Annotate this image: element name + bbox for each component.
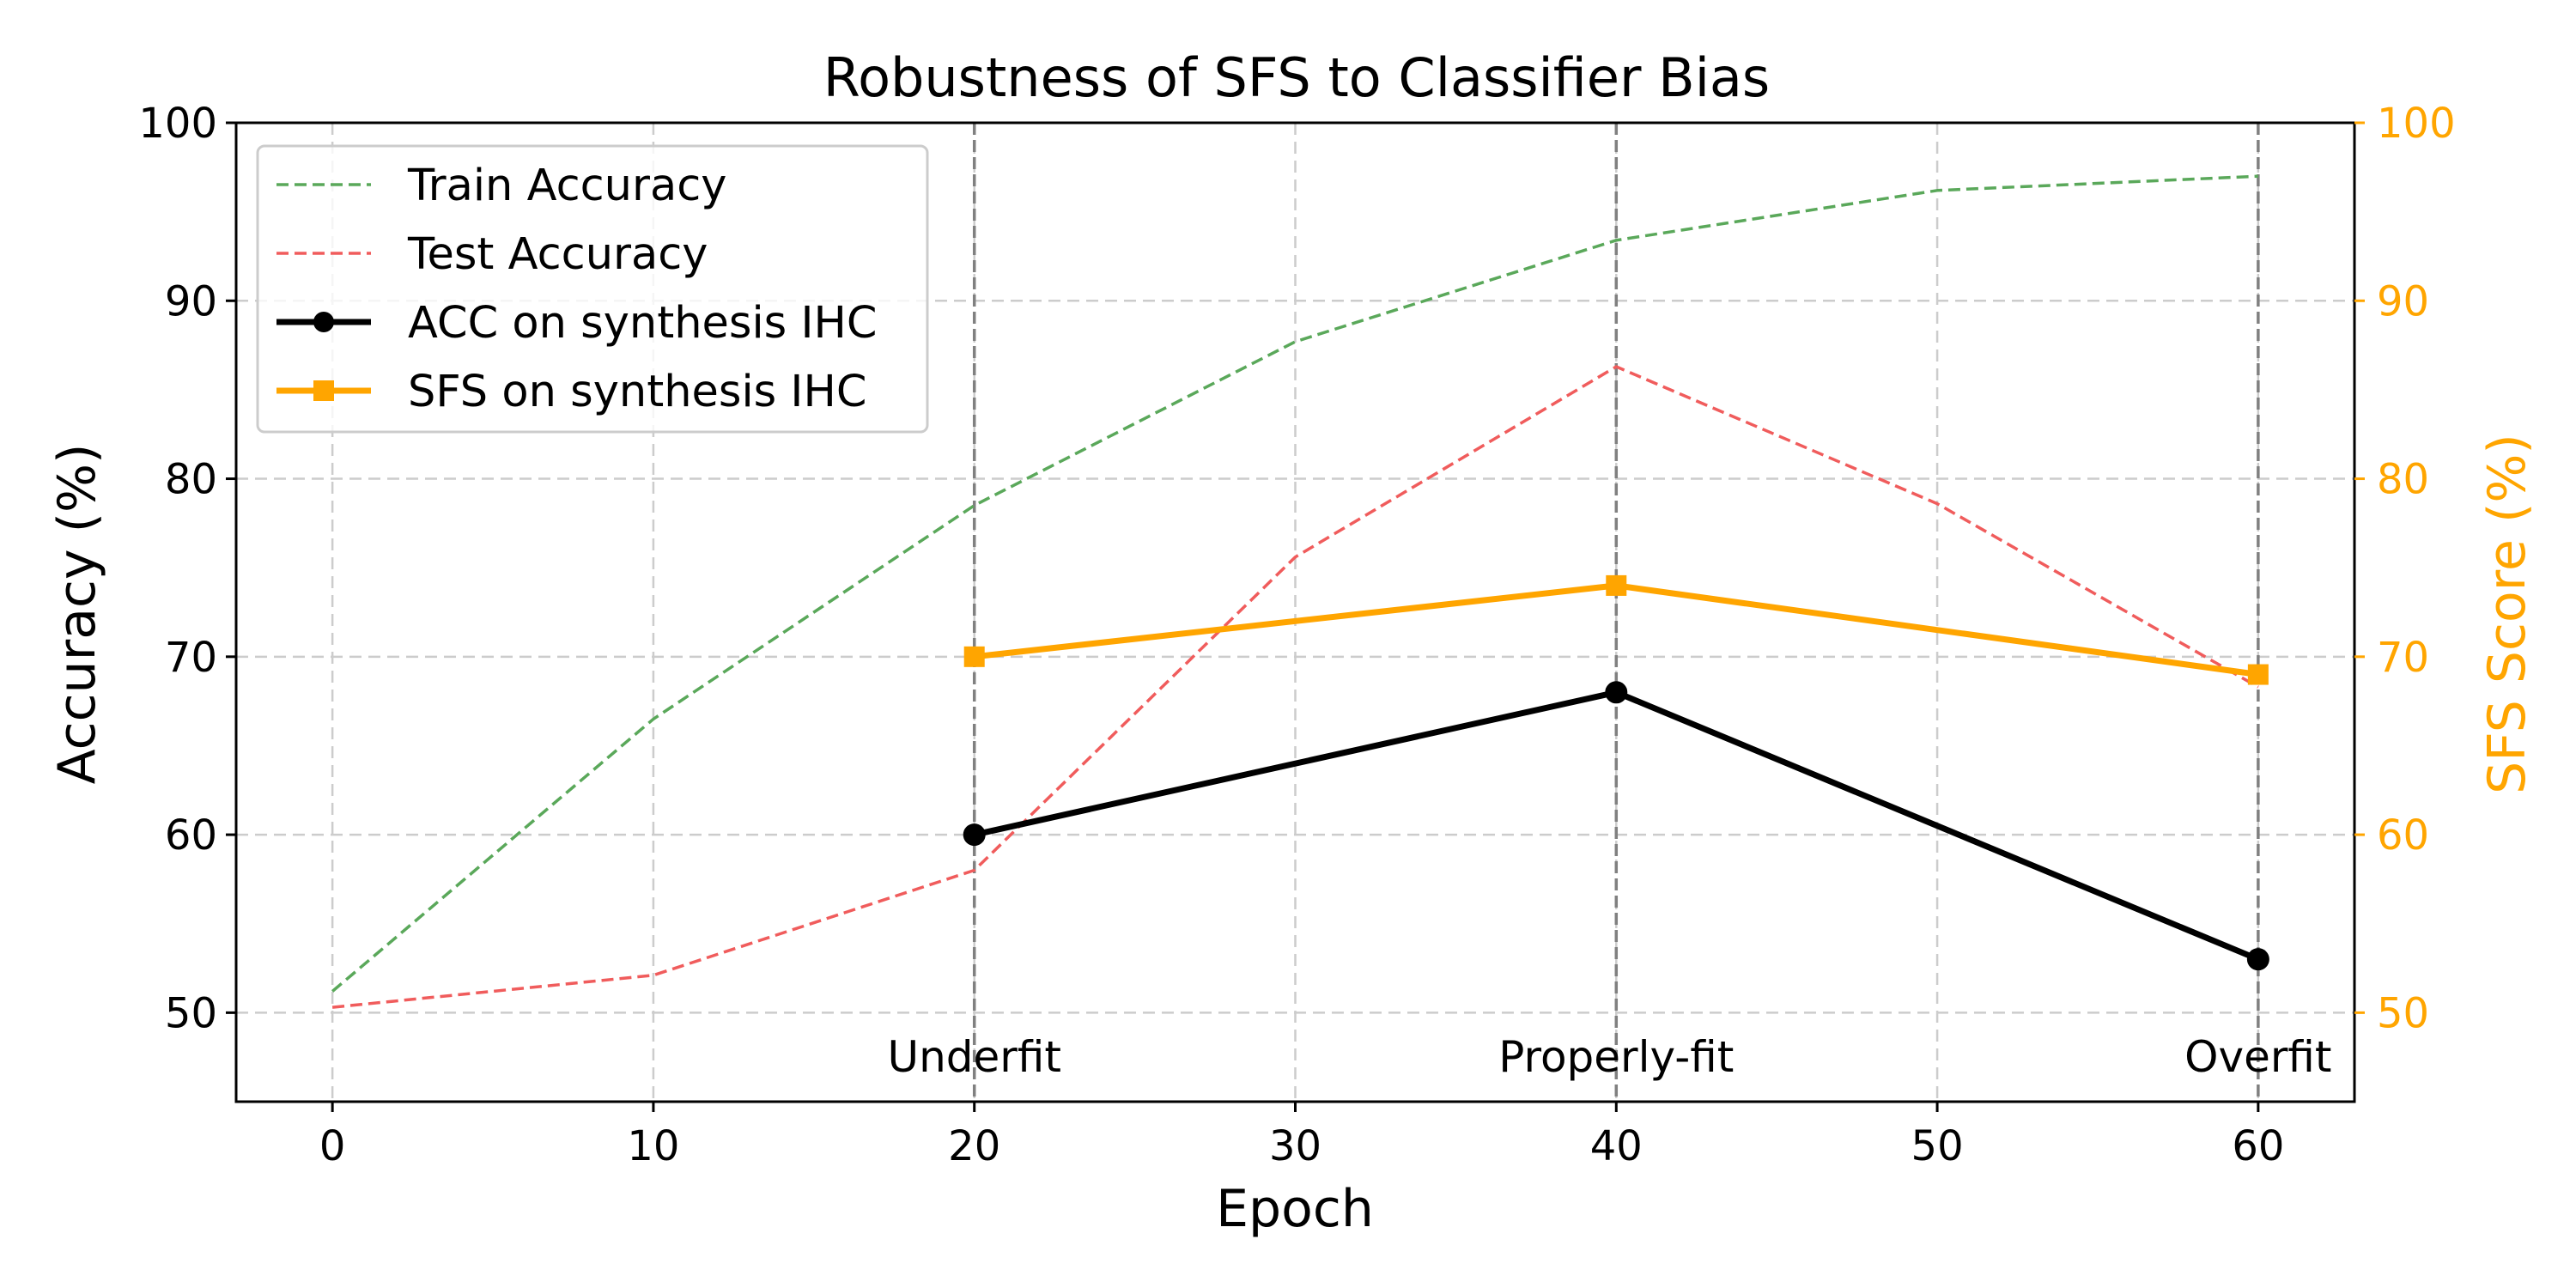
legend-label-acc: ACC on synthesis IHC bbox=[408, 298, 877, 349]
legend: Train Accuracy Test Accuracy ACC on synthe… bbox=[256, 144, 929, 434]
y2-tick-label: 90 bbox=[2377, 277, 2429, 325]
x-tick-label: 30 bbox=[1269, 1122, 1321, 1170]
x-tick-label: 20 bbox=[948, 1122, 1000, 1170]
y2-tick-label: 60 bbox=[2377, 811, 2429, 860]
annotation-label: Underfit bbox=[887, 1032, 1060, 1082]
axes-layer: 0 10 20 30 40 50 60 50 60 70 80 90 100 50 60 70 80 90 100 bbox=[138, 100, 2455, 1170]
y2-tick-label: 100 bbox=[2377, 100, 2456, 148]
vline-layer bbox=[972, 123, 2260, 1102]
y-tick-label: 100 bbox=[138, 100, 217, 148]
data-point-acc bbox=[2246, 948, 2269, 971]
data-point-sfs bbox=[963, 646, 985, 667]
y-tick-label: 70 bbox=[165, 634, 217, 682]
x-tick-label: 60 bbox=[2232, 1122, 2284, 1170]
x-tick-label: 10 bbox=[627, 1122, 679, 1170]
y-tick-label: 80 bbox=[165, 456, 217, 504]
annotation-layer: Underfit Properly-fit Overfit bbox=[887, 1032, 2331, 1082]
legend-label-sfs: SFS on synthesis IHC bbox=[408, 367, 866, 417]
x-tick-label: 40 bbox=[1590, 1122, 1643, 1170]
y-tick-label: 90 bbox=[165, 277, 217, 325]
data-point-sfs bbox=[2247, 664, 2269, 685]
data-point-sfs bbox=[1606, 574, 1627, 596]
annotation-label: Properly-fit bbox=[1498, 1032, 1734, 1082]
series-layer bbox=[331, 174, 2269, 1009]
y-tick-label: 60 bbox=[165, 811, 217, 860]
annotation-label: Overfit bbox=[2184, 1032, 2331, 1082]
y2-axis-title: SFS Score (%) bbox=[2477, 434, 2537, 794]
y-tick-label: 50 bbox=[165, 989, 217, 1037]
y-axis-title: Accuracy (%) bbox=[47, 444, 107, 785]
series-line-train bbox=[331, 174, 2258, 993]
y2-tick-label: 70 bbox=[2377, 634, 2429, 682]
legend-marker-sfs bbox=[313, 380, 334, 401]
series-line-test bbox=[331, 365, 2259, 1009]
legend-label-train: Train Accuracy bbox=[407, 161, 726, 211]
legend-label-test: Test Accuracy bbox=[407, 229, 708, 280]
chart-title: Robustness of SFS to Classifier Bias bbox=[823, 46, 1770, 109]
x-axis-title: Epoch bbox=[1216, 1179, 1374, 1239]
y2-tick-label: 80 bbox=[2377, 456, 2429, 504]
data-point-acc bbox=[963, 823, 986, 847]
x-tick-label: 50 bbox=[1911, 1122, 1964, 1170]
x-tick-label: 0 bbox=[319, 1122, 346, 1170]
legend-marker-acc bbox=[313, 312, 334, 332]
data-point-acc bbox=[1605, 681, 1628, 704]
legend-box bbox=[256, 144, 929, 434]
y2-tick-label: 50 bbox=[2377, 989, 2429, 1037]
